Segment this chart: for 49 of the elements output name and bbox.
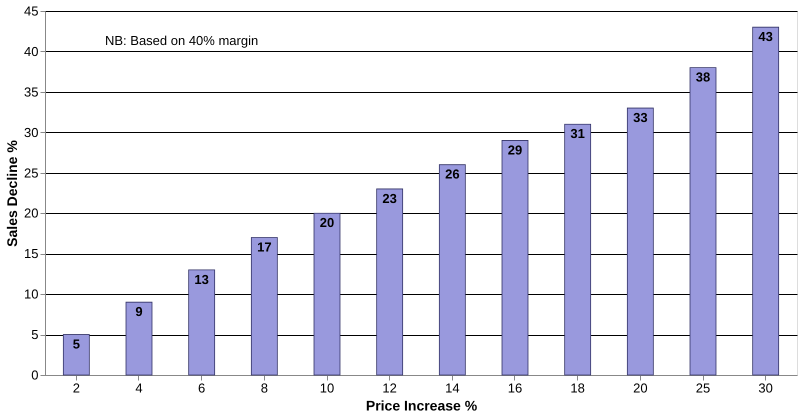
y-tick-label: 40	[24, 44, 38, 59]
bar	[752, 26, 780, 376]
bar	[250, 237, 278, 376]
x-tick-label: 4	[135, 380, 143, 396]
bar	[690, 67, 716, 376]
x-tick-label: 16	[508, 380, 522, 396]
y-tick-label: 45	[24, 4, 38, 18]
bar	[502, 140, 528, 376]
bar	[438, 164, 466, 376]
x-tick-label: 12	[382, 380, 397, 396]
x-tick-label: 30	[758, 380, 773, 396]
x-axis-title: Price Increase %	[366, 398, 478, 414]
x-tick-label: 6	[198, 380, 206, 396]
y-tick-label: 30	[24, 124, 38, 140]
y-tick-label: 0	[31, 368, 38, 382]
y-tick-label: 20	[24, 206, 38, 221]
bar	[126, 302, 152, 376]
bar	[314, 212, 340, 376]
x-tick-label: 10	[320, 380, 334, 396]
x-tick-label: 8	[260, 380, 268, 396]
x-tick-label: 25	[696, 380, 710, 396]
data-label: 23	[382, 190, 397, 206]
y-tick-label: 25	[24, 165, 38, 180]
bar	[626, 108, 654, 376]
y-tick-label: 10	[24, 286, 38, 302]
y-tick-label: 5	[31, 327, 38, 342]
x-tick-label: 20	[633, 380, 648, 396]
data-label: 33	[633, 110, 648, 126]
data-label: 38	[696, 70, 710, 85]
y-tick-label: 15	[24, 246, 38, 262]
data-label: 13	[194, 272, 209, 287]
x-tick-label: 14	[445, 380, 460, 396]
data-label: 5	[72, 336, 80, 352]
data-label: 29	[508, 142, 522, 158]
bar	[188, 269, 216, 376]
y-axis-title: Sales Decline %	[4, 140, 20, 247]
x-tick-label: 2	[72, 380, 80, 396]
bar	[376, 188, 404, 376]
data-label: 26	[445, 166, 460, 182]
data-label: 31	[570, 126, 585, 142]
x-tick-label: 18	[570, 380, 585, 396]
bar	[564, 124, 592, 376]
data-label: 17	[257, 239, 272, 254]
annotation: NB: Based on 40% margin	[105, 33, 258, 48]
data-label: 9	[135, 304, 143, 320]
y-tick-label: 35	[24, 84, 38, 100]
bar	[62, 334, 90, 376]
data-label: 43	[758, 29, 773, 44]
data-label: 20	[320, 215, 334, 230]
